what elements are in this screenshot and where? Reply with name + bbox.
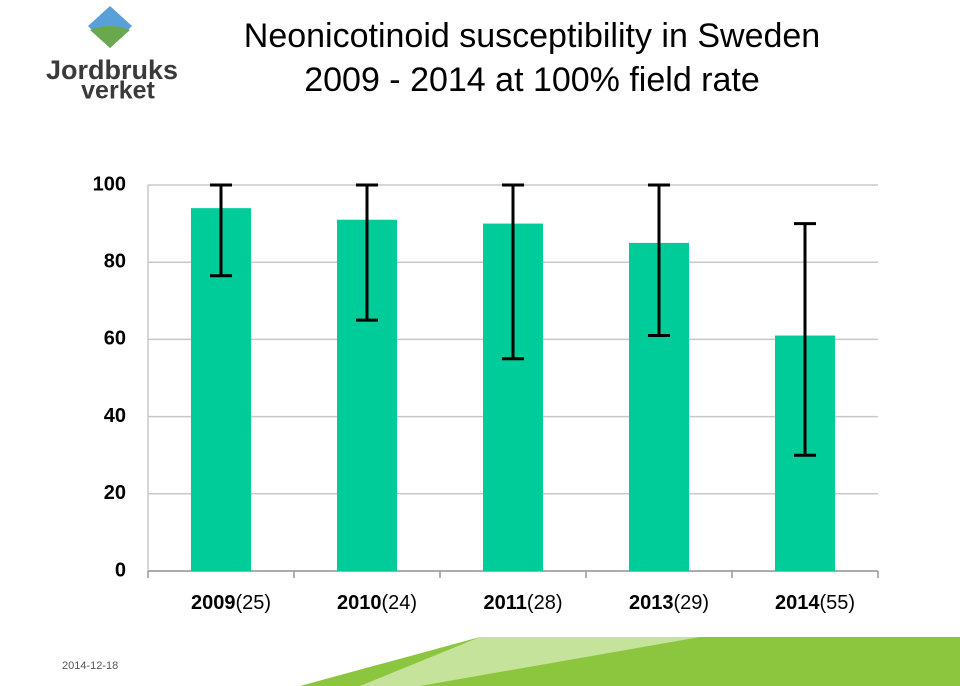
- y-tick-label: 60: [104, 328, 126, 350]
- logo-text: verket: [81, 77, 155, 105]
- error-bar: [794, 222, 816, 457]
- y-tick-label: 0: [115, 559, 126, 581]
- footer-date: 2014-12-18: [62, 660, 118, 672]
- sample-size: (24): [381, 592, 417, 614]
- y-tick-label: 40: [104, 405, 126, 427]
- sample-size: (55): [819, 592, 855, 614]
- logo-text: Jordbruks: [46, 55, 178, 85]
- y-tick-label: 20: [104, 482, 126, 504]
- footer: 2014-12-18: [0, 637, 960, 686]
- chart-title: 2009 - 2014 at 100% field rate: [304, 61, 760, 99]
- sample-size: (25): [235, 592, 271, 614]
- x-tick-label: 2009(25): [191, 592, 271, 614]
- x-tick-label: 2013(29): [629, 592, 709, 614]
- footer-swoosh: [360, 637, 700, 686]
- x-tick-label: 2010(24): [337, 592, 417, 614]
- category-year: 2010: [337, 592, 382, 614]
- error-bar: [356, 183, 378, 322]
- plot: 0 20 40 60 80 100 2009(25) 2010(24) 2011(28) 2013…: [93, 173, 879, 614]
- y-tick-label: 100: [93, 173, 126, 195]
- category-year: 2009: [191, 592, 236, 614]
- logo: Jordbruks verket: [46, 6, 178, 105]
- error-bar: [648, 183, 670, 338]
- y-tick-label: 80: [104, 250, 126, 272]
- logo-mark-field: [90, 26, 130, 48]
- x-tick-label: 2011(28): [484, 592, 563, 614]
- footer-swoosh: [0, 637, 480, 686]
- chart-title: Neonicotinoid susceptibility in Sweden: [244, 17, 820, 55]
- category-year: 2011: [484, 592, 527, 614]
- x-tick-label: 2014(55): [775, 592, 855, 614]
- error-bar: [502, 183, 524, 361]
- sample-size: (28): [527, 592, 563, 614]
- error-bar: [210, 183, 232, 278]
- category-year: 2014: [775, 592, 820, 614]
- category-year: 2013: [629, 592, 674, 614]
- sample-size: (29): [673, 592, 709, 614]
